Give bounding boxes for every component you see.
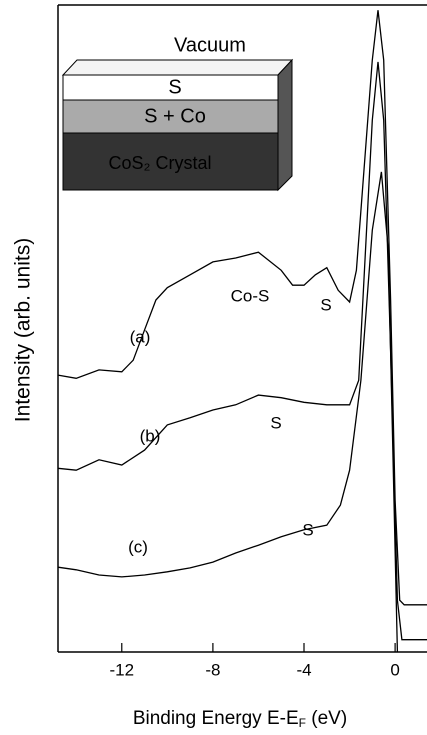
x-tick-label: -8 xyxy=(205,660,220,679)
x-tick-label: 0 xyxy=(390,660,399,679)
x-axis-label: Binding Energy E-EF (eV) xyxy=(133,708,347,730)
x-tick-label: -12 xyxy=(109,660,134,679)
series-label: (c) xyxy=(128,537,148,556)
x-label-suffix: (eV) xyxy=(306,708,347,729)
peak-annotation: S xyxy=(270,413,281,432)
inset-layer-sco xyxy=(62,99,279,134)
inset-layer-label: CoS₂ Crystal xyxy=(108,153,211,173)
peak-annotation: Co-S xyxy=(231,286,270,305)
inset-title: Vacuum xyxy=(174,34,246,56)
inset-side-face xyxy=(277,58,293,192)
y-axis-label: Intensity (arb. units) xyxy=(12,238,35,422)
inset: Vacuum S S + Co CoS₂ Crystal xyxy=(61,34,294,192)
x-tick-label: -4 xyxy=(296,660,311,679)
spectrum-line xyxy=(57,171,399,653)
inset-top-face xyxy=(61,59,294,76)
inset-layer-crystal xyxy=(62,132,279,191)
peak-annotation: S xyxy=(320,295,331,314)
x-label-subscript: F xyxy=(299,716,306,730)
spectrum-line xyxy=(57,61,427,641)
x-label-text: Binding Energy E-E xyxy=(133,708,299,729)
series-label: (b) xyxy=(140,426,161,445)
spectrum-line xyxy=(57,10,427,606)
peak-annotation: S xyxy=(302,520,313,539)
inset-layer-label: S + Co xyxy=(144,105,206,127)
inset-layer-label: S xyxy=(168,76,181,98)
inset-layer-s xyxy=(62,74,279,101)
series-label: (a) xyxy=(130,327,151,346)
